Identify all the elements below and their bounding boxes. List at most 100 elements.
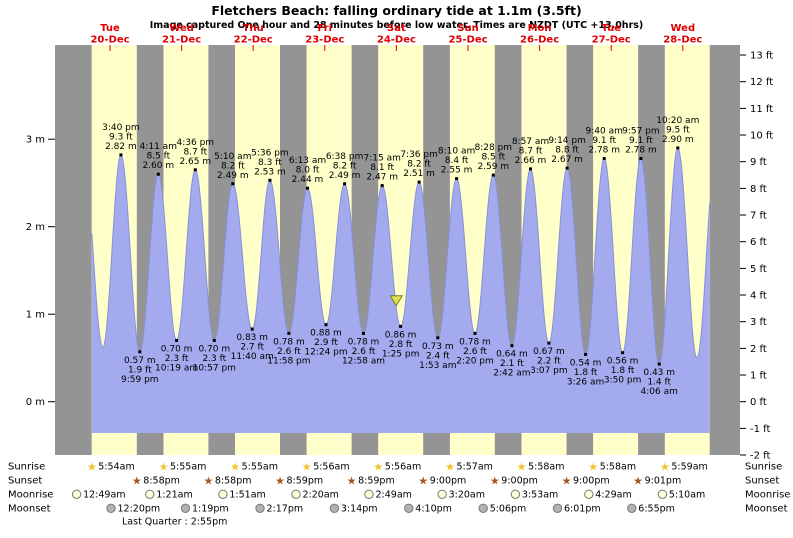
astro-time: 5:56am: [385, 462, 421, 473]
high-tide-label: 8.2 ft: [407, 160, 431, 170]
astro-time: 1:19pm: [192, 504, 229, 515]
tide-extreme-dot: [417, 180, 421, 184]
low-tide-label: 2:42 am: [493, 369, 530, 379]
right-axis-label: 4 ft: [750, 291, 767, 302]
astro-time: 9:00pm: [501, 476, 538, 487]
low-tide-label: 3:26 am: [567, 377, 604, 387]
sunrise-star-icon: ★: [159, 461, 169, 474]
tide-extreme-dot: [193, 168, 197, 172]
astro-time: 12:49am: [83, 490, 125, 501]
moonrise-circle-icon: [657, 489, 668, 499]
right-axis-label: 8 ft: [750, 184, 767, 195]
tide-extreme-dot: [306, 186, 309, 190]
sunrise-star-icon: ★: [373, 461, 383, 474]
day-name-label: Thu: [243, 23, 264, 34]
astro-time: 8:59pm: [287, 476, 324, 487]
tide-extreme-dot: [268, 178, 272, 182]
low-tide-label: 2:20 pm: [456, 356, 494, 366]
day-date-label: 26-Dec: [520, 35, 559, 46]
high-tide-label: 9.1 ft: [592, 136, 616, 146]
tide-extreme-dot: [491, 173, 495, 177]
low-tide-label: 0.78 m: [459, 337, 491, 347]
moonrise-circle-icon: [218, 489, 228, 499]
tide-extreme-dot: [287, 331, 291, 335]
astro-row-label-right: Moonset: [745, 504, 788, 515]
high-tide-label: 9:40 am: [586, 127, 623, 137]
low-tide-label: 0.54 m: [570, 358, 602, 368]
high-tide-label: 2.65 m: [179, 157, 211, 167]
moonrise-circle-icon: [364, 489, 374, 499]
sunrise-star-icon: ★: [302, 461, 312, 474]
moonrise-circle-icon: [437, 489, 447, 499]
night-band: [55, 45, 92, 455]
low-tide-label: 0.78 m: [348, 337, 380, 347]
astro-time: 5:55am: [170, 462, 206, 473]
moonset-circle-icon: [478, 503, 488, 513]
moonset-circle-icon: [404, 503, 414, 513]
tide-extreme-dot: [510, 344, 514, 348]
tide-extreme-dot: [436, 336, 440, 340]
astro-time: 5:59am: [671, 462, 707, 473]
astro-row-label-left: Sunset: [8, 476, 42, 487]
high-tide-label: 4:11 am: [140, 142, 177, 152]
high-tide-label: 2.49 m: [217, 171, 249, 181]
low-tide-label: 2.6 ft: [463, 347, 487, 357]
left-axis-label: 3 m: [26, 135, 45, 146]
high-tide-label: 8:57 am: [512, 137, 549, 147]
low-tide-label: 1.4 ft: [647, 378, 671, 388]
high-tide-label: 2.47 m: [366, 173, 398, 183]
high-tide-label: 8:10 am: [438, 147, 475, 157]
day-name-label: Tue: [601, 23, 621, 34]
astro-time: 5:57am: [457, 462, 493, 473]
high-tide-label: 9:14 pm: [548, 136, 586, 146]
tide-extreme-dot: [119, 153, 123, 157]
high-tide-label: 2.55 m: [441, 166, 473, 176]
tide-extreme-dot: [138, 350, 142, 354]
tide-extreme-dot: [343, 182, 347, 186]
high-tide-label: 3:40 pm: [102, 123, 140, 133]
astro-time: 5:55am: [242, 462, 278, 473]
tide-extreme-dot: [529, 167, 532, 171]
moonrise-circle-icon: [291, 489, 301, 499]
high-tide-label: 6:38 pm: [326, 152, 364, 162]
astro-time: 12:20pm: [118, 504, 161, 515]
low-tide-label: 2.6 ft: [277, 347, 301, 357]
page-title: Fletchers Beach: falling ordinary tide a…: [211, 3, 582, 18]
high-tide-label: 6:13 am: [289, 156, 326, 166]
high-tide-label: 7:36 pm: [400, 150, 438, 160]
astro-time: 9:00pm: [573, 476, 610, 487]
tide-extreme-dot: [676, 146, 680, 150]
sunrise-star-icon: ★: [230, 461, 240, 474]
high-tide-label: 2.60 m: [142, 161, 174, 171]
moonset-circle-icon: [329, 503, 340, 513]
tide-extreme-dot: [565, 166, 569, 170]
tide-extreme-dot: [473, 331, 477, 335]
high-tide-label: 2.66 m: [515, 156, 547, 166]
sunrise-star-icon: ★: [517, 461, 527, 474]
sunrise-star-icon: ★: [87, 461, 97, 474]
low-tide-label: 12:58 am: [342, 356, 385, 366]
high-tide-label: 5:36 pm: [251, 148, 289, 158]
astro-time: 3:14pm: [341, 504, 378, 515]
day-name-label: Wed: [169, 23, 194, 34]
sunrise-star-icon: ★: [660, 461, 670, 474]
day-date-label: 27-Dec: [592, 35, 631, 46]
day-name-label: Fri: [318, 23, 333, 34]
day-date-label: 25-Dec: [448, 35, 487, 46]
low-tide-label: 0.57 m: [124, 356, 156, 366]
sunset-star-icon: ★: [490, 475, 500, 488]
low-tide-label: 0.67 m: [533, 347, 565, 357]
high-tide-label: 8.2 ft: [221, 161, 245, 171]
sunset-star-icon: ★: [633, 475, 643, 488]
right-axis-label: 2 ft: [750, 344, 767, 355]
low-tide-label: 4:06 am: [641, 387, 678, 397]
low-tide-label: 9:59 pm: [121, 375, 159, 385]
low-tide-label: 1.8 ft: [611, 366, 635, 376]
astro-time: 5:10am: [669, 490, 705, 501]
astro-time: 5:54am: [98, 462, 134, 473]
sunset-star-icon: ★: [275, 475, 285, 488]
right-axis-label: 9 ft: [750, 157, 767, 168]
sunrise-star-icon: ★: [445, 461, 455, 474]
high-tide-label: 8.1 ft: [370, 163, 394, 173]
